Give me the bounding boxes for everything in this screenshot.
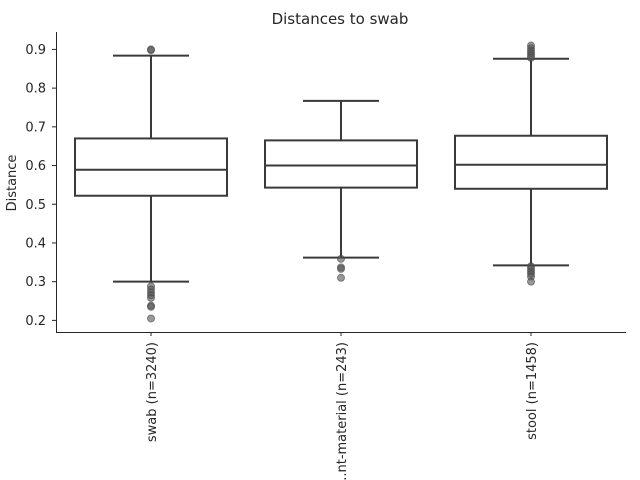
- category-label: ...nt-material (n=243): [335, 342, 350, 480]
- outlier-point: [337, 264, 345, 273]
- y-tick-label: 0.5: [25, 198, 46, 213]
- box-3: [454, 41, 608, 286]
- outlier-point: [147, 293, 155, 302]
- y-tick-label: 0.7: [25, 120, 46, 135]
- outlier-point: [337, 273, 345, 282]
- outlier-point: [147, 45, 155, 54]
- outlier-point: [147, 314, 155, 323]
- outlier-point: [147, 302, 155, 311]
- category-label: stool (n=1458): [525, 342, 540, 440]
- y-tick-label: 0.4: [25, 236, 46, 251]
- outlier-point: [527, 53, 535, 62]
- boxes-group: [74, 41, 608, 323]
- box-1: [74, 45, 228, 323]
- category-labels: swab (n=3240) ...nt-material (n=243) stool…: [145, 332, 540, 480]
- y-axis-ticks: 0.2 0.3 0.4 0.5 0.6 0.7 0.8 0.9: [25, 43, 56, 329]
- iqr-box: [74, 137, 228, 197]
- box-2: [264, 99, 418, 282]
- category-label: swab (n=3240): [145, 342, 160, 442]
- outlier-point: [527, 277, 535, 286]
- chart-title: Distances to swab: [272, 10, 409, 28]
- y-tick-label: 0.3: [25, 275, 46, 290]
- y-tick-label: 0.8: [25, 82, 46, 97]
- y-tick-label: 0.9: [25, 43, 46, 58]
- iqr-box: [454, 134, 608, 190]
- outlier-point: [337, 254, 345, 263]
- y-tick-label: 0.2: [25, 314, 46, 329]
- y-axis-label: Distance: [5, 155, 20, 212]
- iqr-box: [264, 139, 418, 189]
- y-tick-label: 0.6: [25, 159, 46, 174]
